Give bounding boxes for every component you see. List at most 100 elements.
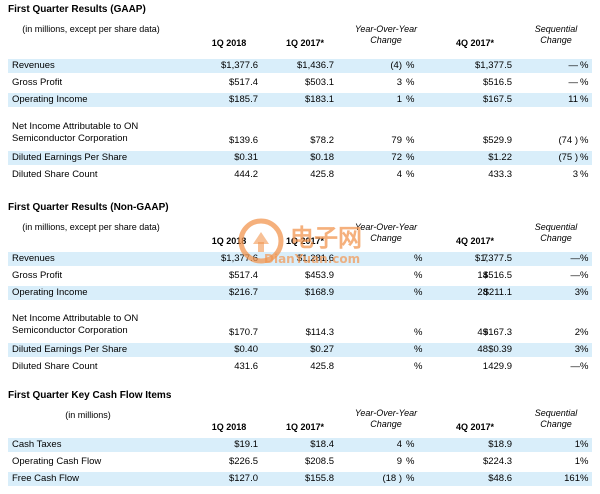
value-4q2017: 433.3 (488, 169, 512, 180)
value-1q2017: 425.8 (310, 361, 334, 372)
header-label: (in millions) (65, 410, 111, 420)
value-1q2017: $1,281.6 (297, 253, 334, 264)
value-seq: — (570, 361, 581, 372)
value-seq: 3 (572, 169, 578, 180)
value-1q2017: $453.9 (304, 270, 334, 281)
value-4q2017: $1,377.5 (475, 60, 512, 71)
unit-yoy: % (414, 327, 423, 338)
unit-yoy: % (406, 77, 415, 88)
row-label: Net Income Attributable to ON Semiconduc… (12, 121, 139, 144)
value-4q2017: $529.9 (482, 135, 512, 146)
header-1q2018: 1Q 2018 (211, 422, 247, 432)
value-1q2018: 431.6 (234, 361, 258, 372)
table-row: Operating Income $185.7 $183.1 1 % $167.… (8, 93, 592, 107)
unit-seq: % (580, 77, 589, 88)
row-label: Operating Income (12, 94, 88, 105)
value-yoy: 1 (482, 361, 488, 372)
row-label: Revenues (12, 60, 55, 71)
header-sequential-change: Sequential Change (534, 408, 578, 429)
value-yoy: 28 (477, 287, 488, 298)
value-4q2017: $48.6 (488, 473, 512, 484)
value-seq: — (570, 270, 581, 281)
unit-yoy: % (414, 287, 423, 298)
unit-seq: % (580, 327, 589, 338)
value-1q2018: $517.4 (228, 270, 258, 281)
unit-seq: % (580, 344, 589, 355)
header-yoy-change: Year-Over-Year Change (354, 408, 418, 429)
value-1q2017: $18.4 (310, 439, 334, 450)
value-1q2018: $127.0 (228, 473, 258, 484)
gaap-section-title: First Quarter Results (GAAP) (8, 4, 146, 15)
value-1q2017: $0.27 (310, 344, 334, 355)
unit-yoy: % (406, 152, 415, 163)
unit-seq: % (580, 439, 589, 450)
value-1q2017: $208.5 (304, 456, 334, 467)
header-yoy-change: Year-Over-Year Change (354, 222, 418, 243)
value-4q2017: $1,377.5 (475, 253, 512, 264)
value-1q2017: $78.2 (310, 135, 334, 146)
table-row: Gross Profit $517.4 $453.9 14 % $516.5 —… (8, 269, 592, 283)
value-yoy: (4) (390, 60, 402, 71)
header-label: (in millions, except per share data) (22, 24, 160, 34)
table-row: Diluted Share Count 431.6 425.8 1 % 429.… (8, 360, 592, 374)
gaap-header-row: (in millions, except per share data) 1Q … (8, 24, 592, 50)
value-seq: (74 ) (558, 135, 578, 146)
row-label: Net Income Attributable to ON Semiconduc… (12, 313, 139, 336)
value-1q2017: $183.1 (304, 94, 334, 105)
unit-seq: % (580, 253, 589, 264)
value-4q2017: $1.22 (488, 152, 512, 163)
header-4q2017: 4Q 2017* (455, 38, 495, 48)
unit-yoy: % (414, 253, 423, 264)
value-4q2017: $516.5 (482, 270, 512, 281)
value-seq: 2 (574, 327, 580, 338)
unit-yoy: % (406, 60, 415, 71)
unit-yoy: % (406, 473, 415, 484)
value-1q2018: $170.7 (228, 327, 258, 338)
value-1q2018: $517.4 (228, 77, 258, 88)
unit-yoy: % (406, 439, 415, 450)
value-seq: — (568, 60, 579, 71)
value-4q2017: $516.5 (482, 77, 512, 88)
row-label: Diluted Earnings Per Share (12, 152, 128, 163)
header-4q2017: 4Q 2017* (455, 422, 495, 432)
unit-seq: % (580, 287, 589, 298)
value-4q2017: $167.3 (482, 327, 512, 338)
row-label: Gross Profit (12, 270, 63, 281)
value-1q2017: $155.8 (304, 473, 334, 484)
value-seq: 1 (574, 439, 580, 450)
value-1q2018: 444.2 (234, 169, 258, 180)
value-1q2017: $0.18 (310, 152, 334, 163)
value-seq: — (568, 77, 579, 88)
row-label: Free Cash Flow (12, 473, 80, 484)
table-row: Gross Profit $517.4 $503.1 3 % $516.5 — … (8, 76, 592, 90)
value-yoy: 72 (391, 152, 402, 163)
value-1q2018: $1,377.6 (221, 60, 258, 71)
value-yoy: 3 (396, 77, 402, 88)
header-yoy-change: Year-Over-Year Change (354, 24, 418, 45)
row-label: Diluted Earnings Per Share (12, 344, 128, 355)
unit-yoy: % (414, 361, 423, 372)
value-seq: — (570, 253, 581, 264)
table-row: Operating Income $216.7 $168.9 28 % $211… (8, 286, 592, 300)
value-1q2018: $139.6 (228, 135, 258, 146)
row-label: Cash Taxes (12, 439, 62, 450)
value-yoy: 4 (396, 169, 402, 180)
header-1q2017: 1Q 2017* (285, 38, 325, 48)
unit-seq: % (580, 60, 589, 71)
table-row: Free Cash Flow $127.0 $155.8 (18 ) % $48… (8, 472, 592, 486)
table-row: Revenues $1,377.6 $1,436.7 (4) % $1,377.… (8, 59, 592, 73)
value-1q2017: 425.8 (310, 169, 334, 180)
value-yoy: 7 (482, 253, 488, 264)
row-label: Gross Profit (12, 77, 63, 88)
table-row: Net Income Attributable to ON Semiconduc… (8, 313, 592, 339)
value-1q2018: $226.5 (228, 456, 258, 467)
unit-yoy: % (414, 270, 423, 281)
unit-seq: % (580, 152, 589, 163)
header-label: (in millions, except per share data) (22, 222, 160, 232)
value-seq: 161 (564, 473, 580, 484)
value-seq: 3 (574, 287, 580, 298)
unit-seq: % (580, 94, 589, 105)
value-1q2017: $114.3 (305, 327, 334, 338)
value-yoy: 49 (477, 327, 488, 338)
header-1q2017: 1Q 2017* (285, 236, 325, 246)
